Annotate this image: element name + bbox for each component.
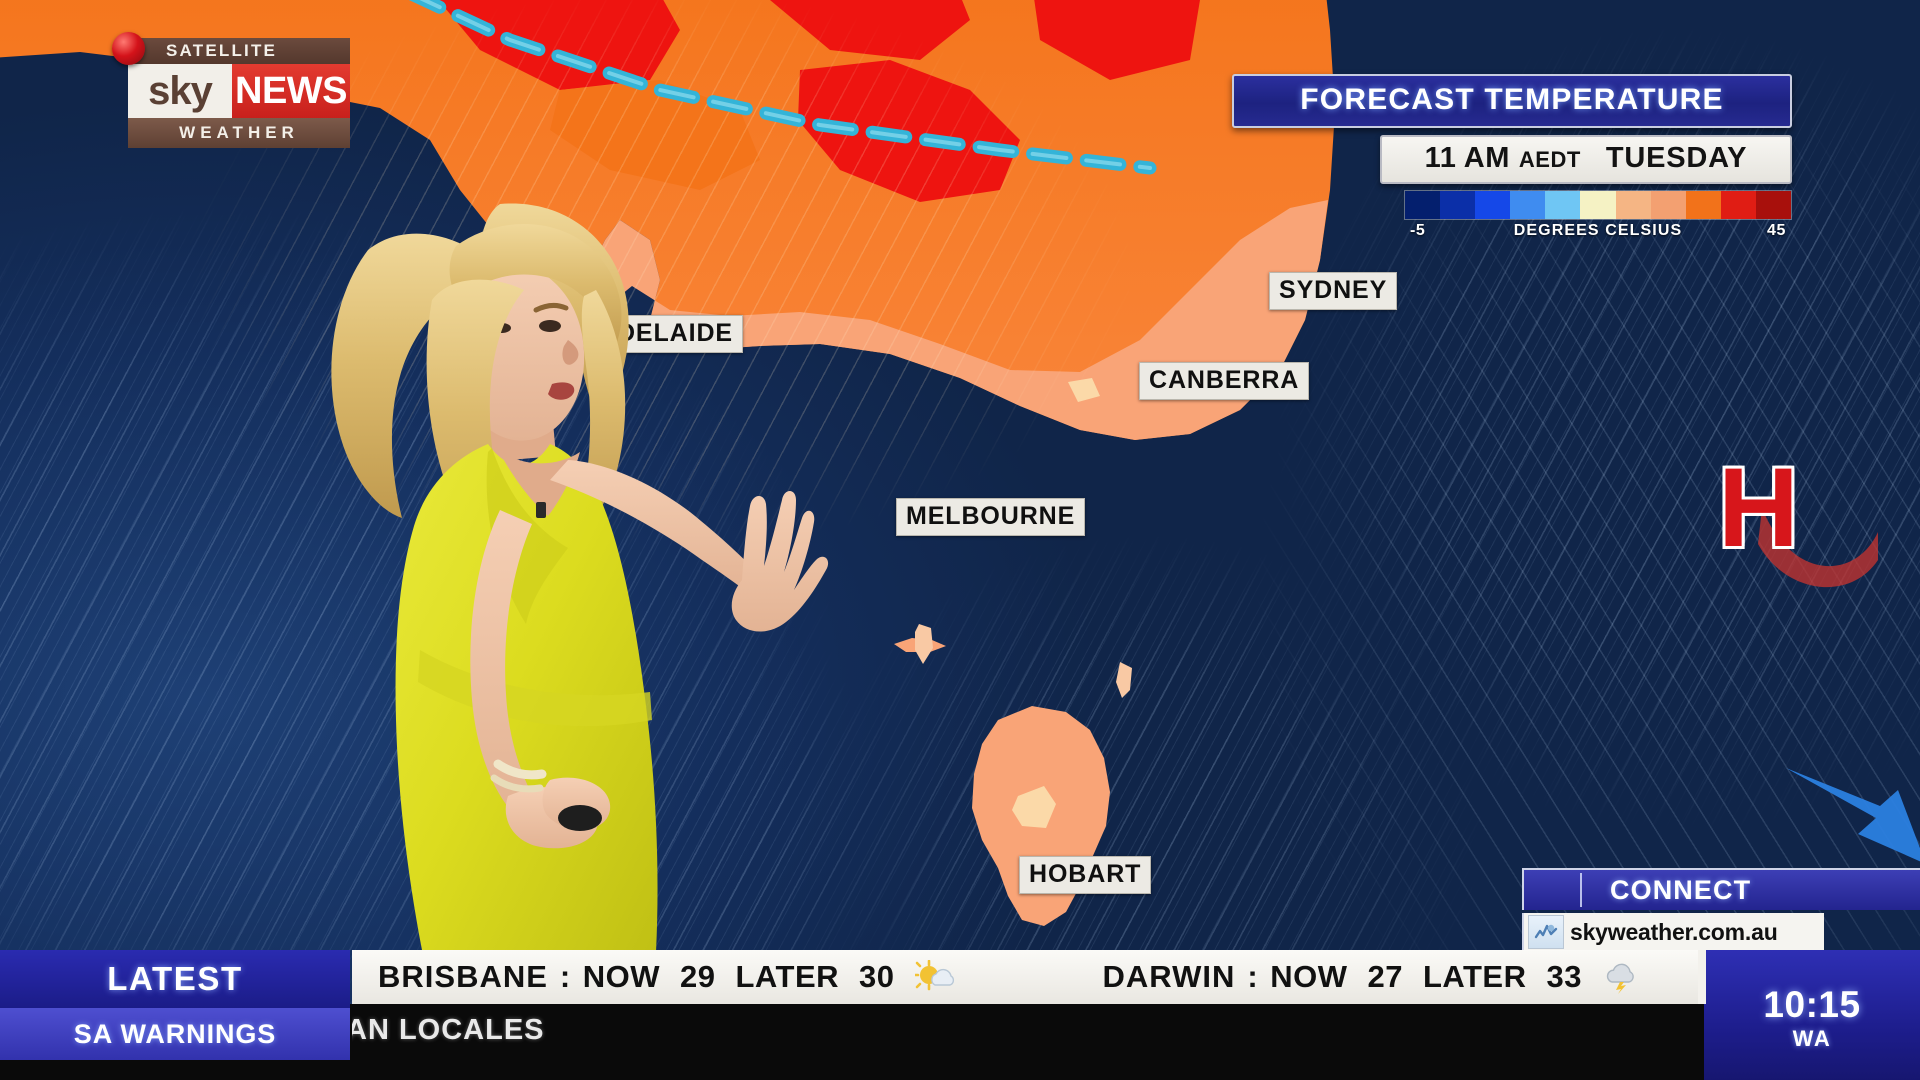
ticker-later-label: LATER (735, 959, 840, 994)
ticker-later-label: LATER (1422, 959, 1527, 994)
clock-block: 10:15 WA (1698, 950, 1920, 1080)
ticker-now-label: NOW (1270, 959, 1348, 994)
scale-swatch-1 (1440, 191, 1476, 219)
satellite-label: SATELLITE (166, 41, 278, 60)
ticker-later-value: 33 (1546, 959, 1582, 994)
scale-min-label: -5 (1410, 222, 1426, 239)
city-label-hobart: HOBART (1019, 856, 1152, 894)
ticker-item-brisbane: BRISBANE : NOW 29 LATER 30 (378, 959, 955, 995)
temperature-scale-labels: -5 DEGREES CELSIUS 45 (1404, 222, 1792, 244)
clock-time: 10:15 (1763, 984, 1861, 1025)
scale-swatch-5 (1580, 191, 1616, 219)
connect-url-text: skyweather.com.au (1570, 918, 1778, 945)
latest-sub-label: SA WARNINGS (73, 1018, 277, 1049)
scale-unit-label: DEGREES CELSIUS (1513, 222, 1683, 239)
high-pressure-symbol: H (1718, 445, 1878, 588)
australia-mainland (0, 0, 1340, 600)
sky-news-logo-row: sky NEWS (128, 64, 350, 118)
ticker-scroll-strip: AN LOCALES (352, 1006, 1704, 1054)
ticker-city-name: DARWIN (1102, 959, 1236, 994)
ticker-now-label: NOW (582, 959, 660, 994)
ticker-now-value: 29 (680, 959, 716, 994)
latest-subheader: SA WARNINGS (0, 1008, 350, 1060)
scale-swatch-10 (1755, 191, 1792, 219)
presenter-figure (250, 180, 850, 970)
scale-swatch-7 (1650, 191, 1686, 219)
sky-wordmark: sky (148, 69, 213, 113)
high-pressure-letter: H (1718, 445, 1799, 570)
scale-swatch-0 (1405, 191, 1441, 219)
news-wordmark: NEWS (235, 70, 348, 112)
wind-arrow-icon (1786, 768, 1920, 862)
forecast-day: TUESDAY (1605, 142, 1748, 174)
cold-front-line (408, 0, 1157, 175)
weather-label: WEATHER (179, 123, 299, 142)
clock-timezone: WA (1792, 1026, 1832, 1051)
tasmania-island (940, 700, 1160, 940)
ticker-city-name: BRISBANE (378, 959, 548, 994)
sky-logo-box: sky (128, 64, 232, 118)
red-sphere-icon (112, 32, 145, 65)
bass-strait-island-small (1110, 660, 1140, 704)
city-label-canberra: CANBERRA (1139, 362, 1310, 400)
ticker-city-strip: BRISBANE : NOW 29 LATER 30 (352, 950, 1704, 1004)
clock-divider (1698, 950, 1706, 1004)
latest-header: LATEST (0, 950, 350, 1008)
forecast-timezone: AEDT (1518, 147, 1581, 172)
scale-swatch-8 (1685, 191, 1721, 219)
scale-swatch-9 (1720, 191, 1756, 219)
latest-label: LATEST (107, 960, 243, 997)
city-label-melbourne: MELBOURNE (896, 498, 1086, 536)
ticker-scroll-text: AN LOCALES (352, 1013, 545, 1046)
forecast-time-bar: 11 AM AEDT TUESDAY (1380, 135, 1792, 184)
ticker-later-value: 30 (859, 959, 895, 994)
temperature-scale-bar (1404, 190, 1792, 220)
connect-title: CONNECT (1610, 874, 1752, 905)
news-logo-box: NEWS (232, 64, 350, 118)
ticker-separator: : (1247, 959, 1259, 994)
forecast-time-value: 11 AM (1424, 142, 1510, 174)
scale-swatch-6 (1615, 191, 1651, 219)
temperature-scale: -5 DEGREES CELSIUS 45 (1404, 190, 1792, 244)
forecast-panel: FORECAST TEMPERATURE 11 AM AEDT TUESDAY … (1232, 74, 1792, 244)
connect-url-row[interactable]: skyweather.com.au (1522, 913, 1824, 951)
bottom-ticker: LATEST SA WARNINGS BRISBANE : NOW 29 LAT… (0, 950, 1920, 1080)
connect-header: CONNECT (1522, 868, 1920, 910)
weather-banner: WEATHER (128, 118, 350, 148)
sun-behind-cloud-icon (913, 959, 955, 994)
channel-logo: SATELLITE sky NEWS WEATHER (112, 32, 350, 148)
city-label-sydney: SYDNEY (1269, 272, 1398, 310)
latest-block: LATEST SA WARNINGS (0, 950, 350, 1080)
scale-swatch-3 (1510, 191, 1546, 219)
sky-weather-icon (1528, 915, 1564, 949)
scale-swatch-2 (1475, 191, 1511, 219)
thunderstorm-cloud-icon (1602, 960, 1642, 994)
ticker-separator: : (559, 959, 571, 994)
bass-strait-islands (905, 620, 945, 670)
scale-swatch-4 (1545, 191, 1581, 219)
forecast-title: FORECAST TEMPERATURE (1232, 74, 1792, 128)
connect-panel: CONNECT skyweather.com.au (1522, 868, 1920, 951)
ticker-item-darwin: DARWIN : NOW 27 LATER 33 (1103, 959, 1642, 995)
satellite-banner: SATELLITE (112, 32, 350, 65)
scale-max-label: 45 (1767, 222, 1786, 239)
ticker-now-value: 27 (1367, 959, 1403, 994)
